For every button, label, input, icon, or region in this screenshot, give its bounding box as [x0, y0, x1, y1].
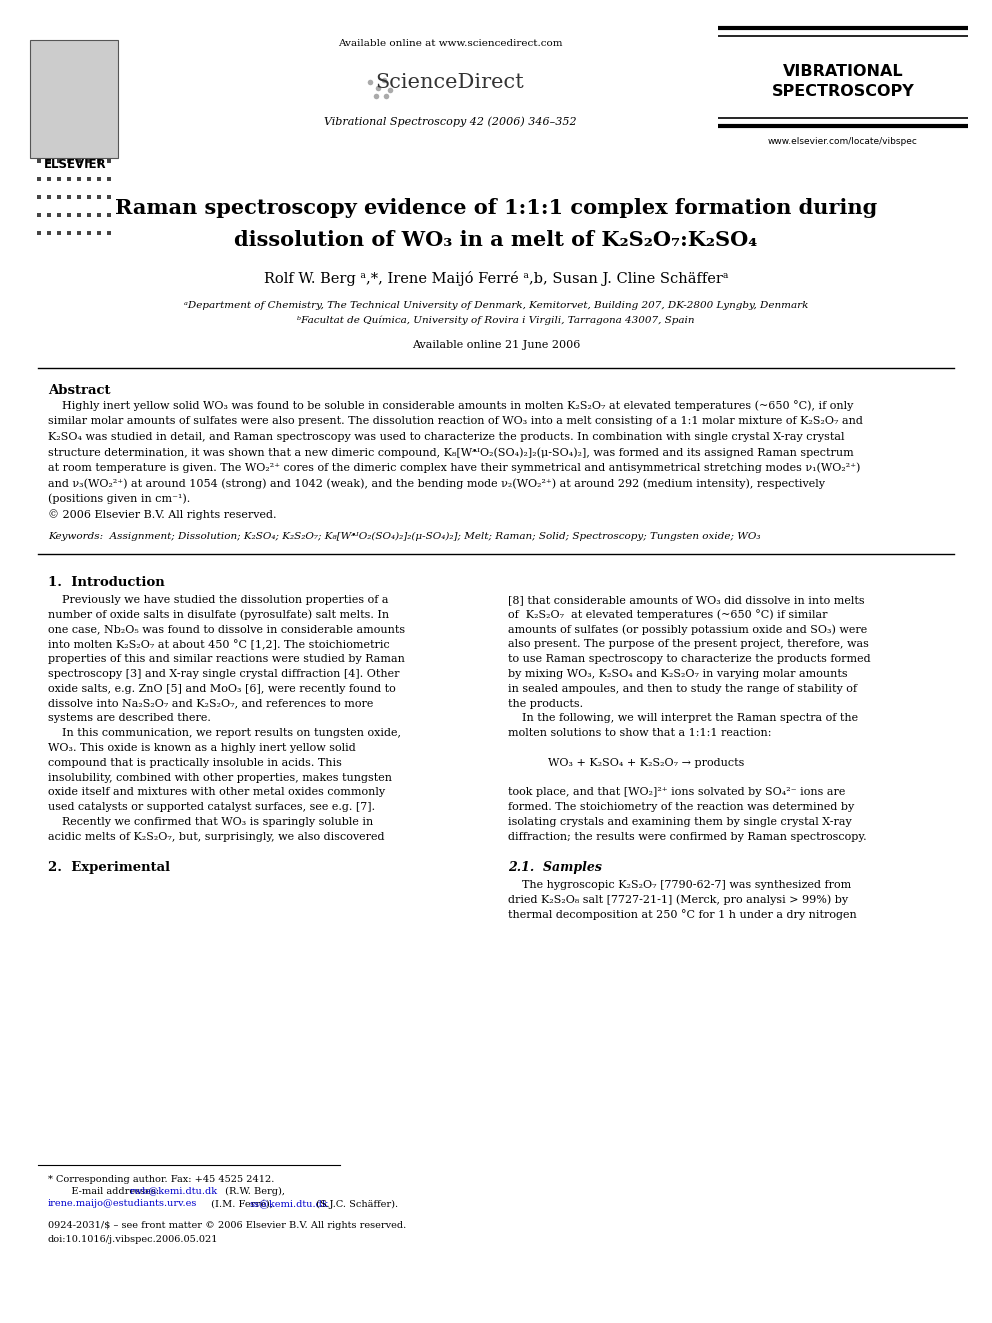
Text: ᵇFacultat de Química, University of Rovira i Virgili, Tarragona 43007, Spain: ᵇFacultat de Química, University of Rovi…: [298, 315, 694, 324]
Text: similar molar amounts of sulfates were also present. The dissolution reaction of: similar molar amounts of sulfates were a…: [48, 417, 863, 426]
Text: [8] that considerable amounts of WO₃ did dissolve in into melts: [8] that considerable amounts of WO₃ did…: [508, 595, 865, 605]
Bar: [30, 40, 118, 157]
Text: amounts of sulfates (or possibly potassium oxide and SO₃) were: amounts of sulfates (or possibly potassi…: [508, 624, 867, 635]
Text: structure determination, it was shown that a new dimeric compound, K₈[WᵜᴵO₂(SO₄): structure determination, it was shown th…: [48, 447, 854, 458]
Text: Raman spectroscopy evidence of 1:1:1 complex formation during: Raman spectroscopy evidence of 1:1:1 com…: [115, 198, 877, 218]
Text: used catalysts or supported catalyst surfaces, see e.g. [7].: used catalysts or supported catalyst sur…: [48, 802, 375, 812]
Text: ss@kemi.dtu.dk: ss@kemi.dtu.dk: [250, 1200, 328, 1208]
Text: 2.  Experimental: 2. Experimental: [48, 861, 170, 875]
Text: (R.W. Berg),: (R.W. Berg),: [222, 1187, 285, 1196]
Text: molten solutions to show that a 1:1:1 reaction:: molten solutions to show that a 1:1:1 re…: [508, 728, 772, 738]
Text: ELSEVIER: ELSEVIER: [44, 159, 106, 172]
Text: into molten K₂S₂O₇ at about 450 °C [1,2]. The stoichiometric: into molten K₂S₂O₇ at about 450 °C [1,2]…: [48, 639, 390, 650]
Text: thermal decomposition at 250 °C for 1 h under a dry nitrogen: thermal decomposition at 250 °C for 1 h …: [508, 909, 857, 919]
Text: properties of this and similar reactions were studied by Raman: properties of this and similar reactions…: [48, 654, 405, 664]
Text: ScienceDirect: ScienceDirect: [376, 73, 525, 91]
Text: SPECTROSCOPY: SPECTROSCOPY: [772, 85, 915, 99]
Text: dried K₂S₂O₈ salt [7727-21-1] (Merck, pro analysi > 99%) by: dried K₂S₂O₈ salt [7727-21-1] (Merck, pr…: [508, 894, 848, 905]
Text: Recently we confirmed that WO₃ is sparingly soluble in: Recently we confirmed that WO₃ is sparin…: [48, 818, 373, 827]
Text: oxide itself and mixtures with other metal oxides commonly: oxide itself and mixtures with other met…: [48, 787, 385, 798]
Text: 1.  Introduction: 1. Introduction: [48, 576, 165, 589]
Text: (positions given in cm⁻¹).: (positions given in cm⁻¹).: [48, 493, 190, 504]
Text: (I.M. Ferré),: (I.M. Ferré),: [208, 1200, 276, 1208]
Text: also present. The purpose of the present project, therefore, was: also present. The purpose of the present…: [508, 639, 869, 650]
Text: one case, Nb₂O₅ was found to dissolve in considerable amounts: one case, Nb₂O₅ was found to dissolve in…: [48, 624, 405, 635]
Text: © 2006 Elsevier B.V. All rights reserved.: © 2006 Elsevier B.V. All rights reserved…: [48, 509, 277, 520]
Text: ᵃDepartment of Chemistry, The Technical University of Denmark, Kemitorvet, Build: ᵃDepartment of Chemistry, The Technical …: [184, 300, 808, 310]
Text: WO₃. This oxide is known as a highly inert yellow solid: WO₃. This oxide is known as a highly ine…: [48, 744, 356, 753]
Text: to use Raman spectroscopy to characterize the products formed: to use Raman spectroscopy to characteriz…: [508, 654, 871, 664]
Text: dissolve into Na₂S₂O₇ and K₂S₂O₇, and references to more: dissolve into Na₂S₂O₇ and K₂S₂O₇, and re…: [48, 699, 373, 709]
Text: took place, and that [WO₂]²⁺ ions solvated by SO₄²⁻ ions are: took place, and that [WO₂]²⁺ ions solvat…: [508, 787, 845, 798]
Text: Abstract: Abstract: [48, 384, 110, 397]
Text: Vibrational Spectroscopy 42 (2006) 346–352: Vibrational Spectroscopy 42 (2006) 346–3…: [323, 116, 576, 127]
Text: the products.: the products.: [508, 699, 583, 709]
Text: * Corresponding author. Fax: +45 4525 2412.: * Corresponding author. Fax: +45 4525 24…: [48, 1175, 275, 1184]
Text: dissolution of WO₃ in a melt of K₂S₂O₇:K₂SO₄: dissolution of WO₃ in a melt of K₂S₂O₇:K…: [234, 230, 758, 250]
Text: by mixing WO₃, K₂SO₄ and K₂S₂O₇ in varying molar amounts: by mixing WO₃, K₂SO₄ and K₂S₂O₇ in varyi…: [508, 669, 847, 679]
Text: formed. The stoichiometry of the reaction was determined by: formed. The stoichiometry of the reactio…: [508, 802, 854, 812]
Text: in sealed ampoules, and then to study the range of stability of: in sealed ampoules, and then to study th…: [508, 684, 857, 693]
Text: www.elsevier.com/locate/vibspec: www.elsevier.com/locate/vibspec: [768, 138, 918, 147]
Text: diffraction; the results were confirmed by Raman spectroscopy.: diffraction; the results were confirmed …: [508, 832, 867, 841]
Text: Available online 21 June 2006: Available online 21 June 2006: [412, 340, 580, 351]
Text: of  K₂S₂O₇  at elevated temperatures (~650 °C) if similar: of K₂S₂O₇ at elevated temperatures (~650…: [508, 610, 827, 620]
Text: E-mail addresses:: E-mail addresses:: [62, 1187, 163, 1196]
Text: compound that is practically insoluble in acids. This: compound that is practically insoluble i…: [48, 758, 342, 767]
Text: K₂SO₄ was studied in detail, and Raman spectroscopy was used to characterize the: K₂SO₄ was studied in detail, and Raman s…: [48, 433, 844, 442]
Text: VIBRATIONAL: VIBRATIONAL: [783, 65, 904, 79]
Text: spectroscopy [3] and X-ray single crystal diffraction [4]. Other: spectroscopy [3] and X-ray single crysta…: [48, 669, 400, 679]
Text: 2.1.  Samples: 2.1. Samples: [508, 861, 602, 875]
Text: 0924-2031/$ – see front matter © 2006 Elsevier B.V. All rights reserved.: 0924-2031/$ – see front matter © 2006 El…: [48, 1221, 407, 1230]
Text: doi:10.1016/j.vibspec.2006.05.021: doi:10.1016/j.vibspec.2006.05.021: [48, 1234, 218, 1244]
Text: at room temperature is given. The WO₂²⁺ cores of the dimeric complex have their : at room temperature is given. The WO₂²⁺ …: [48, 463, 860, 474]
Text: (S.J.C. Schäffer).: (S.J.C. Schäffer).: [313, 1200, 398, 1209]
Text: oxide salts, e.g. ZnO [5] and MoO₃ [6], were recently found to: oxide salts, e.g. ZnO [5] and MoO₃ [6], …: [48, 684, 396, 693]
Text: Keywords:  Assignment; Dissolution; K₂SO₄; K₂S₂O₇; K₈[WᵜᴵO₂(SO₄)₂]₂(μ-SO₄)₂]; Me: Keywords: Assignment; Dissolution; K₂SO₄…: [48, 532, 761, 541]
Text: In the following, we will interpret the Raman spectra of the: In the following, we will interpret the …: [508, 713, 858, 724]
Text: WO₃ + K₂SO₄ + K₂S₂O₇ → products: WO₃ + K₂SO₄ + K₂S₂O₇ → products: [548, 758, 744, 767]
Text: and ν₃(WO₂²⁺) at around 1054 (strong) and 1042 (weak), and the bending mode ν₂(W: and ν₃(WO₂²⁺) at around 1054 (strong) an…: [48, 478, 825, 488]
Text: irene.maijo@estudiants.urv.es: irene.maijo@estudiants.urv.es: [48, 1200, 197, 1208]
Text: acidic melts of K₂S₂O₇, but, surprisingly, we also discovered: acidic melts of K₂S₂O₇, but, surprisingl…: [48, 832, 385, 841]
Text: rwb@kemi.dtu.dk: rwb@kemi.dtu.dk: [130, 1187, 218, 1196]
Text: number of oxide salts in disulfate (pyrosulfate) salt melts. In: number of oxide salts in disulfate (pyro…: [48, 610, 389, 620]
Text: Rolf W. Berg ᵃ,*, Irene Maijó Ferré ᵃ,b, Susan J. Cline Schäfferᵃ: Rolf W. Berg ᵃ,*, Irene Maijó Ferré ᵃ,b,…: [264, 270, 728, 286]
Text: The hygroscopic K₂S₂O₇ [7790-62-7] was synthesized from: The hygroscopic K₂S₂O₇ [7790-62-7] was s…: [508, 880, 851, 889]
Text: insolubility, combined with other properties, makes tungsten: insolubility, combined with other proper…: [48, 773, 392, 783]
Text: Highly inert yellow solid WO₃ was found to be soluble in considerable amounts in: Highly inert yellow solid WO₃ was found …: [48, 401, 853, 411]
Text: Previously we have studied the dissolution properties of a: Previously we have studied the dissoluti…: [48, 595, 389, 605]
Text: Available online at www.sciencedirect.com: Available online at www.sciencedirect.co…: [337, 38, 562, 48]
Text: systems are described there.: systems are described there.: [48, 713, 211, 724]
Text: In this communication, we report results on tungsten oxide,: In this communication, we report results…: [48, 728, 401, 738]
Text: isolating crystals and examining them by single crystal X-ray: isolating crystals and examining them by…: [508, 818, 852, 827]
